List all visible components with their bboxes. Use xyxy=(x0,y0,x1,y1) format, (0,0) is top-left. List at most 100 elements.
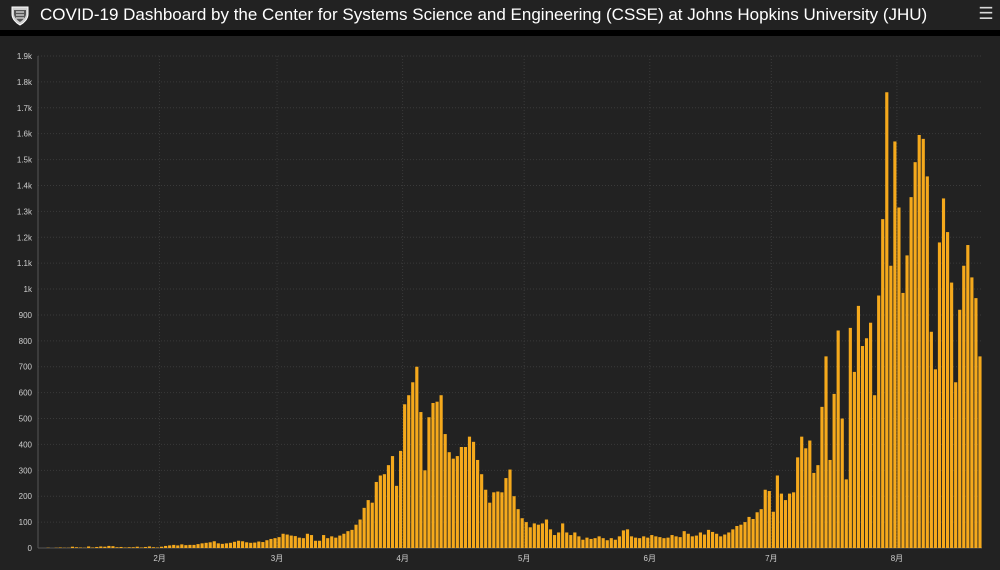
daily-cases-bar[interactable] xyxy=(407,395,410,548)
daily-cases-bar[interactable] xyxy=(966,245,969,548)
daily-cases-bar[interactable] xyxy=(111,546,114,548)
daily-cases-bar[interactable] xyxy=(464,447,467,548)
daily-cases-bar[interactable] xyxy=(448,452,451,548)
daily-cases-bar[interactable] xyxy=(476,460,479,548)
daily-cases-bar[interactable] xyxy=(934,369,937,548)
daily-cases-bar[interactable] xyxy=(411,382,414,548)
daily-cases-bar[interactable] xyxy=(869,323,872,548)
daily-cases-bar[interactable] xyxy=(812,473,815,548)
daily-cases-bar[interactable] xyxy=(792,492,795,548)
daily-cases-bar[interactable] xyxy=(269,539,272,548)
daily-cases-bar[interactable] xyxy=(124,547,127,548)
daily-cases-bar[interactable] xyxy=(286,535,289,548)
daily-cases-bar[interactable] xyxy=(213,541,216,548)
daily-cases-bar[interactable] xyxy=(338,536,341,548)
daily-cases-bar[interactable] xyxy=(905,255,908,548)
daily-cases-bar[interactable] xyxy=(237,541,240,548)
daily-cases-bar[interactable] xyxy=(306,534,309,548)
daily-cases-bar[interactable] xyxy=(148,546,151,548)
daily-cases-bar[interactable] xyxy=(800,437,803,548)
daily-cases-bar[interactable] xyxy=(743,522,746,548)
daily-cases-bar[interactable] xyxy=(553,535,556,548)
daily-cases-bar[interactable] xyxy=(172,545,175,548)
daily-cases-bar[interactable] xyxy=(853,372,856,548)
daily-cases-bar[interactable] xyxy=(764,490,767,548)
daily-cases-bar[interactable] xyxy=(265,540,268,548)
daily-cases-bar[interactable] xyxy=(711,532,714,548)
daily-cases-bar[interactable] xyxy=(950,283,953,548)
daily-cases-bar[interactable] xyxy=(780,494,783,548)
daily-cases-bar[interactable] xyxy=(594,538,597,548)
daily-cases-bar[interactable] xyxy=(833,394,836,548)
daily-cases-bar[interactable] xyxy=(760,509,763,548)
daily-cases-bar[interactable] xyxy=(618,536,621,548)
daily-cases-bar[interactable] xyxy=(399,451,402,548)
daily-cases-bar[interactable] xyxy=(606,540,609,548)
daily-cases-bar[interactable] xyxy=(739,525,742,548)
daily-cases-bar[interactable] xyxy=(115,547,118,548)
daily-cases-bar[interactable] xyxy=(703,535,706,548)
daily-cases-bar[interactable] xyxy=(273,538,276,548)
daily-cases-bar[interactable] xyxy=(926,176,929,548)
daily-cases-bar[interactable] xyxy=(504,478,507,548)
daily-cases-bar[interactable] xyxy=(249,543,252,548)
daily-cases-bar[interactable] xyxy=(435,402,438,548)
daily-cases-bar[interactable] xyxy=(95,547,98,548)
daily-cases-bar[interactable] xyxy=(136,547,139,548)
daily-cases-bar[interactable] xyxy=(363,508,366,548)
daily-cases-bar[interactable] xyxy=(496,492,499,548)
daily-cases-bar[interactable] xyxy=(537,525,540,548)
daily-cases-bar[interactable] xyxy=(184,545,187,548)
daily-cases-bar[interactable] xyxy=(752,519,755,548)
daily-cases-bar[interactable] xyxy=(294,536,297,548)
daily-cases-bar[interactable] xyxy=(484,490,487,548)
daily-cases-bar[interactable] xyxy=(302,538,305,548)
daily-cases-bar[interactable] xyxy=(658,537,661,548)
daily-cases-bar[interactable] xyxy=(71,547,74,548)
daily-cases-bar[interactable] xyxy=(978,356,981,548)
daily-cases-bar[interactable] xyxy=(675,536,678,548)
daily-cases-bar[interactable] xyxy=(784,500,787,548)
daily-cases-bar[interactable] xyxy=(330,536,333,548)
daily-cases-bar[interactable] xyxy=(901,293,904,548)
daily-cases-bar[interactable] xyxy=(245,542,248,548)
daily-cases-bar[interactable] xyxy=(440,395,443,548)
daily-cases-bar[interactable] xyxy=(103,547,106,548)
daily-cases-bar[interactable] xyxy=(500,492,503,548)
daily-cases-bar[interactable] xyxy=(897,207,900,548)
daily-cases-bar[interactable] xyxy=(160,547,163,548)
daily-cases-bar[interactable] xyxy=(930,332,933,548)
daily-cases-bar[interactable] xyxy=(379,475,382,548)
daily-cases-bar[interactable] xyxy=(946,232,949,548)
daily-cases-bar[interactable] xyxy=(119,547,122,548)
daily-cases-bar[interactable] xyxy=(468,437,471,548)
daily-cases-bar[interactable] xyxy=(610,538,613,548)
daily-cases-bar[interactable] xyxy=(549,529,552,548)
daily-cases-bar[interactable] xyxy=(849,328,852,548)
daily-cases-bar[interactable] xyxy=(427,417,430,548)
hamburger-menu-icon[interactable]: ☰ xyxy=(978,4,994,24)
daily-cases-bar[interactable] xyxy=(828,460,831,548)
daily-cases-bar[interactable] xyxy=(654,536,657,548)
daily-cases-bar[interactable] xyxy=(772,512,775,548)
daily-cases-bar[interactable] xyxy=(221,544,224,548)
daily-cases-bar[interactable] xyxy=(423,470,426,548)
daily-cases-bar[interactable] xyxy=(958,310,961,548)
daily-cases-bar[interactable] xyxy=(683,531,686,548)
daily-cases-bar[interactable] xyxy=(91,547,94,548)
daily-cases-bar[interactable] xyxy=(820,407,823,548)
daily-cases-bar[interactable] xyxy=(257,542,260,548)
daily-cases-bar[interactable] xyxy=(444,434,447,548)
daily-cases-bar[interactable] xyxy=(415,367,418,548)
daily-cases-bar[interactable] xyxy=(861,346,864,548)
daily-cases-bar[interactable] xyxy=(452,459,455,548)
daily-cases-bar[interactable] xyxy=(346,531,349,548)
daily-cases-bar[interactable] xyxy=(796,457,799,548)
daily-cases-bar[interactable] xyxy=(205,543,208,548)
daily-cases-bar[interactable] xyxy=(79,547,82,548)
daily-cases-bar[interactable] xyxy=(670,535,673,548)
daily-cases-bar[interactable] xyxy=(241,541,244,548)
daily-cases-bar[interactable] xyxy=(841,419,844,548)
daily-cases-bar[interactable] xyxy=(512,496,515,548)
daily-cases-bar[interactable] xyxy=(188,545,191,548)
